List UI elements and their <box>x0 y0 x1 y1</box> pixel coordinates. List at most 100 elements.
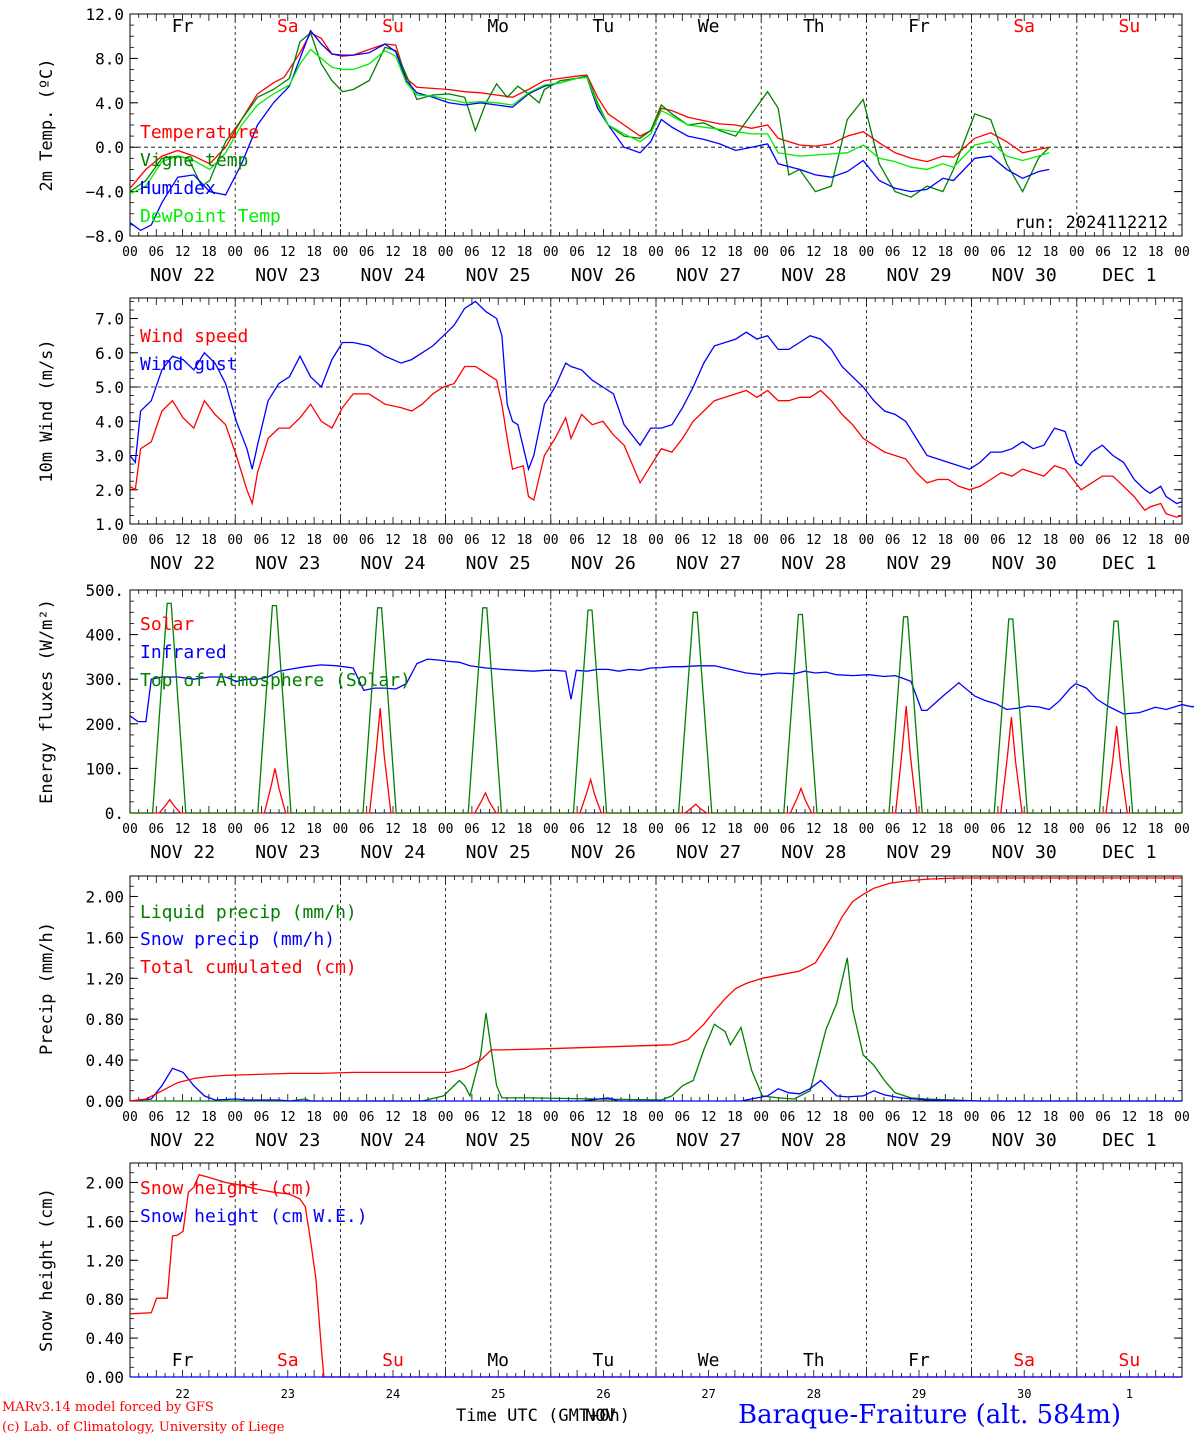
hour-tick-label: 18 <box>1043 533 1059 548</box>
y-tick-label: 1.0 <box>95 515 124 534</box>
hour-tick-label: 12 <box>806 1110 822 1125</box>
hour-tick-label: 06 <box>464 1110 480 1125</box>
hour-tick-label: 18 <box>622 245 638 260</box>
hour-tick-label: 00 <box>753 245 769 260</box>
hour-tick-label: 00 <box>1174 533 1190 548</box>
hour-tick-label: 00 <box>438 245 454 260</box>
hour-tick-label: 18 <box>832 1110 848 1125</box>
y-axis-label: 10m Wind (m/s) <box>37 339 57 482</box>
series-line <box>129 1173 1182 1378</box>
hour-tick-label: 06 <box>780 533 796 548</box>
hour-tick-label: 12 <box>175 245 191 260</box>
day-label: Fr <box>172 1350 194 1371</box>
date-label: NOV 23 <box>255 1130 320 1151</box>
series-line <box>129 658 1194 723</box>
copyright: (c) Lab. of Climatology, University of L… <box>2 1420 285 1435</box>
hour-tick-label: 12 <box>911 1110 927 1125</box>
date-label: NOV 24 <box>360 1130 425 1151</box>
hour-tick-label: 00 <box>122 533 138 548</box>
y-axis-label: Precip (mm/h) <box>37 922 57 1055</box>
date-label: NOV 24 <box>360 553 425 574</box>
hour-tick-label: 06 <box>885 533 901 548</box>
hour-tick-label: 00 <box>543 1110 559 1125</box>
day-number-label: 30 <box>1017 1387 1031 1401</box>
hour-tick-label: 00 <box>543 245 559 260</box>
hour-tick-label: 12 <box>806 822 822 837</box>
hour-tick-label: 18 <box>201 822 217 837</box>
hour-tick-label: 18 <box>1043 822 1059 837</box>
legend-entry: Humidex <box>140 178 216 199</box>
hour-tick-label: 06 <box>1095 822 1111 837</box>
legend-entry: Snow height (cm W.E.) <box>140 1206 368 1227</box>
date-label: NOV 25 <box>466 553 531 574</box>
date-label: NOV 30 <box>992 553 1057 574</box>
hour-tick-label: 06 <box>990 533 1006 548</box>
date-label: DEC 1 <box>1102 842 1156 863</box>
hour-tick-label: 06 <box>1095 1110 1111 1125</box>
hour-tick-label: 00 <box>1069 245 1085 260</box>
hour-tick-label: 00 <box>648 822 664 837</box>
hour-tick-label: 06 <box>569 533 585 548</box>
hour-tick-label: 00 <box>122 822 138 837</box>
hour-tick-label: 18 <box>622 1110 638 1125</box>
day-label: We <box>698 1350 720 1371</box>
hour-tick-label: 12 <box>175 822 191 837</box>
hour-tick-label: 18 <box>1148 1110 1164 1125</box>
legend-entry: Wind speed <box>140 326 248 347</box>
hour-tick-label: 18 <box>411 533 427 548</box>
date-label: NOV 25 <box>466 842 531 863</box>
hour-tick-label: 06 <box>780 822 796 837</box>
hour-tick-label: 12 <box>1016 533 1032 548</box>
date-label: NOV 29 <box>886 553 951 574</box>
hour-tick-label: 06 <box>569 822 585 837</box>
legend-entry: Snow height (cm) <box>140 1178 313 1199</box>
y-tick-label: 0.40 <box>85 1329 124 1348</box>
legend-entry: Total cumulated (cm) <box>140 957 357 978</box>
day-label: Su <box>1119 1350 1141 1371</box>
hour-tick-label: 00 <box>1069 822 1085 837</box>
hour-tick-label: 00 <box>753 1110 769 1125</box>
hour-tick-label: 00 <box>648 1110 664 1125</box>
day-label: Su <box>382 1350 404 1371</box>
day-label: Th <box>803 16 825 37</box>
hour-tick-label: 06 <box>990 822 1006 837</box>
hour-tick-label: 12 <box>701 245 717 260</box>
plot-frame <box>129 589 1183 814</box>
hour-tick-label: 00 <box>1174 245 1190 260</box>
hour-tick-label: 00 <box>122 1110 138 1125</box>
legend-entry: Vigne temp <box>140 150 248 171</box>
day-label: Sa <box>1013 16 1035 37</box>
hour-tick-label: 18 <box>937 533 953 548</box>
hour-tick-label: 00 <box>227 1110 243 1125</box>
y-tick-label: 3.0 <box>95 447 124 466</box>
hour-tick-label: 18 <box>832 533 848 548</box>
hour-tick-label: 18 <box>727 1110 743 1125</box>
date-label: DEC 1 <box>1102 1130 1156 1151</box>
hour-tick-label: 12 <box>806 245 822 260</box>
hour-tick-label: 18 <box>201 245 217 260</box>
hour-tick-label: 00 <box>1069 533 1085 548</box>
day-label: Tu <box>593 16 615 37</box>
hour-tick-label: 18 <box>1148 533 1164 548</box>
hour-tick-label: 06 <box>780 1110 796 1125</box>
hour-tick-label: 06 <box>148 533 164 548</box>
hour-tick-label: 06 <box>464 822 480 837</box>
y-tick-label: 0.00 <box>85 1092 124 1111</box>
hour-tick-label: 18 <box>517 245 533 260</box>
hour-tick-label: 06 <box>674 245 690 260</box>
y-tick-label: 0.80 <box>85 1290 124 1309</box>
hour-tick-label: 12 <box>490 245 506 260</box>
date-label: NOV 23 <box>255 265 320 286</box>
hour-tick-label: 12 <box>701 1110 717 1125</box>
hour-tick-label: 06 <box>464 245 480 260</box>
day-number-label: 24 <box>386 1387 400 1401</box>
y-tick-label: 7.0 <box>95 310 124 329</box>
y-tick-label: 8.0 <box>95 49 124 68</box>
date-label: NOV 26 <box>571 842 636 863</box>
hour-tick-label: 00 <box>227 822 243 837</box>
hour-tick-label: 00 <box>859 1110 875 1125</box>
hour-tick-label: 12 <box>490 1110 506 1125</box>
y-tick-label: 12.0 <box>85 5 124 24</box>
date-label: NOV 22 <box>150 842 215 863</box>
